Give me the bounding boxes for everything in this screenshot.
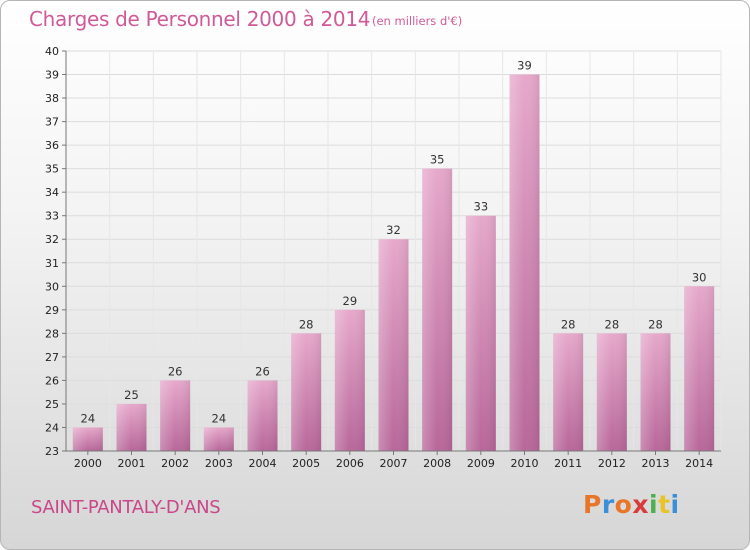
bar-shade xyxy=(203,427,234,451)
bar-value-label: 24 xyxy=(81,411,96,425)
bar-value-label: 39 xyxy=(517,59,532,73)
x-tick-label: 2009 xyxy=(467,457,495,470)
y-tick-label: 39 xyxy=(45,69,59,82)
bar-shade xyxy=(509,74,540,451)
bar-shade xyxy=(116,403,147,451)
chart-subtitle: (en milliers d'€) xyxy=(372,14,463,28)
y-tick-label: 36 xyxy=(45,139,59,152)
chart-title: Charges de Personnel 2000 à 2014 xyxy=(29,7,371,31)
bar-value-label: 33 xyxy=(474,200,489,214)
y-tick-label: 30 xyxy=(45,280,59,293)
x-tick-label: 2014 xyxy=(685,457,713,470)
bar-value-label: 26 xyxy=(168,364,183,378)
x-tick-label: 2011 xyxy=(554,457,582,470)
x-tick-label: 2008 xyxy=(423,457,451,470)
x-tick-label: 2003 xyxy=(205,457,233,470)
x-tick-label: 2013 xyxy=(642,457,670,470)
x-tick-label: 2007 xyxy=(380,457,408,470)
logo-letter: i xyxy=(649,490,659,519)
x-tick-label: 2002 xyxy=(161,457,189,470)
bar-shade xyxy=(378,239,409,451)
x-tick-label: 2006 xyxy=(336,457,364,470)
y-tick-label: 24 xyxy=(45,421,59,434)
y-tick-label: 33 xyxy=(45,210,59,223)
proxiti-logo: Proxiti xyxy=(583,490,680,519)
logo-letter: x xyxy=(632,490,649,519)
logo-letter: r xyxy=(601,490,615,519)
commune-name: SAINT-PANTALY-D'ANS xyxy=(31,497,221,518)
bar-shade xyxy=(72,427,103,451)
y-tick-label: 38 xyxy=(45,92,59,105)
x-tick-label: 2000 xyxy=(74,457,102,470)
y-tick-label: 34 xyxy=(45,186,59,199)
bar-shade xyxy=(422,168,453,451)
bar-shade xyxy=(465,215,496,451)
x-tick-label: 2012 xyxy=(598,457,626,470)
y-tick-label: 28 xyxy=(45,327,59,340)
bar-value-label: 32 xyxy=(386,223,401,237)
y-tick-label: 25 xyxy=(45,398,59,411)
logo-letter: P xyxy=(583,490,602,519)
bar-shade xyxy=(596,333,627,451)
y-tick-label: 37 xyxy=(45,116,59,129)
y-tick-label: 27 xyxy=(45,351,59,364)
bar-value-label: 28 xyxy=(648,317,663,331)
bar-value-label: 24 xyxy=(212,411,227,425)
y-tick-label: 29 xyxy=(45,304,59,317)
bar-shade xyxy=(640,333,671,451)
bar-shade xyxy=(291,333,322,451)
logo-letter: i xyxy=(670,490,680,519)
bar-value-label: 28 xyxy=(605,317,620,331)
bar-shade xyxy=(684,286,715,451)
x-tick-label: 2004 xyxy=(249,457,277,470)
logo-letter: o xyxy=(614,490,633,519)
bar-value-label: 25 xyxy=(124,388,139,402)
x-tick-label: 2005 xyxy=(292,457,320,470)
bar-value-label: 26 xyxy=(255,364,270,378)
x-tick-label: 2010 xyxy=(511,457,539,470)
y-tick-label: 35 xyxy=(45,163,59,176)
bar-value-label: 35 xyxy=(430,153,445,167)
y-tick-label: 32 xyxy=(45,233,59,246)
y-tick-label: 40 xyxy=(45,45,59,58)
y-tick-label: 23 xyxy=(45,445,59,458)
bar-shade xyxy=(553,333,584,451)
y-tick-label: 26 xyxy=(45,374,59,387)
bar-shade xyxy=(334,309,365,451)
bar-value-label: 28 xyxy=(299,317,314,331)
bar-shade xyxy=(160,380,191,451)
bar-shade xyxy=(247,380,278,451)
x-tick-label: 2001 xyxy=(118,457,146,470)
bar-value-label: 29 xyxy=(343,294,358,308)
bar-value-label: 28 xyxy=(561,317,576,331)
logo-letter: t xyxy=(658,490,671,519)
bar-value-label: 30 xyxy=(692,270,707,284)
y-tick-label: 31 xyxy=(45,257,59,270)
